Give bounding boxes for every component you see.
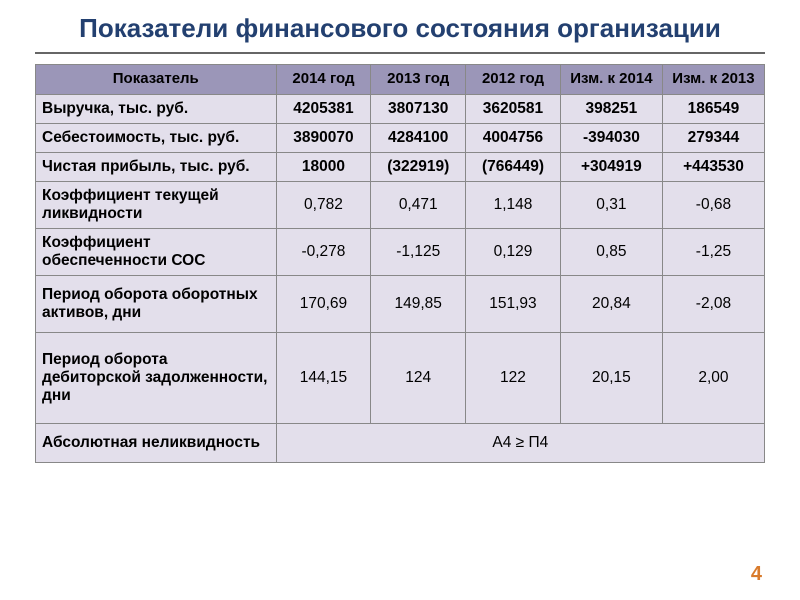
cell: 151,93: [466, 275, 561, 332]
cell: 3807130: [371, 94, 466, 123]
cell: 186549: [662, 94, 764, 123]
cell: 279344: [662, 123, 764, 152]
table-row: Коэффициент текущей ликвидности 0,782 0,…: [36, 181, 765, 228]
cell: -1,25: [662, 228, 764, 275]
cell: -2,08: [662, 275, 764, 332]
cell: -0,278: [276, 228, 371, 275]
cell: 20,84: [560, 275, 662, 332]
cell: 3890070: [276, 123, 371, 152]
cell: -1,125: [371, 228, 466, 275]
cell: 2,00: [662, 332, 764, 423]
col-2014: 2014 год: [276, 64, 371, 94]
row-label: Выручка, тыс. руб.: [36, 94, 277, 123]
row-label: Абсолютная неликвидность: [36, 423, 277, 462]
col-indicator: Показатель: [36, 64, 277, 94]
cell: 4205381: [276, 94, 371, 123]
table-row: Себестоимость, тыс. руб. 3890070 4284100…: [36, 123, 765, 152]
financial-table: Показатель 2014 год 2013 год 2012 год Из…: [35, 64, 765, 463]
table-row: Период оборота оборотных активов, дни 17…: [36, 275, 765, 332]
merged-cell: А4 ≥ П4: [276, 423, 764, 462]
cell: 0,31: [560, 181, 662, 228]
cell: 3620581: [466, 94, 561, 123]
row-label: Чистая прибыль, тыс. руб.: [36, 152, 277, 181]
table-row-final: Абсолютная неликвидность А4 ≥ П4: [36, 423, 765, 462]
cell: 4004756: [466, 123, 561, 152]
table-header-row: Показатель 2014 год 2013 год 2012 год Из…: [36, 64, 765, 94]
table-row: Период оборота дебиторской задолженности…: [36, 332, 765, 423]
col-2012: 2012 год: [466, 64, 561, 94]
cell: 149,85: [371, 275, 466, 332]
cell: -0,68: [662, 181, 764, 228]
cell: 0,129: [466, 228, 561, 275]
cell: 122: [466, 332, 561, 423]
cell: 0,85: [560, 228, 662, 275]
row-label: Коэффициент обеспеченности СОС: [36, 228, 277, 275]
cell: 170,69: [276, 275, 371, 332]
cell: 20,15: [560, 332, 662, 423]
cell: 398251: [560, 94, 662, 123]
table-row: Чистая прибыль, тыс. руб. 18000 (322919)…: [36, 152, 765, 181]
col-chg-2013: Изм. к 2013: [662, 64, 764, 94]
cell: -394030: [560, 123, 662, 152]
page-number: 4: [751, 563, 762, 586]
row-label: Период оборота дебиторской задолженности…: [36, 332, 277, 423]
page-title: Показатели финансового состояния организ…: [35, 14, 765, 44]
col-chg-2014: Изм. к 2014: [560, 64, 662, 94]
cell: 1,148: [466, 181, 561, 228]
cell: 4284100: [371, 123, 466, 152]
cell: (766449): [466, 152, 561, 181]
slide: Показатели финансового состояния организ…: [0, 0, 800, 600]
row-label: Период оборота оборотных активов, дни: [36, 275, 277, 332]
table-row: Выручка, тыс. руб. 4205381 3807130 36205…: [36, 94, 765, 123]
row-label: Коэффициент текущей ликвидности: [36, 181, 277, 228]
cell: 18000: [276, 152, 371, 181]
cell: 0,782: [276, 181, 371, 228]
cell: +304919: [560, 152, 662, 181]
row-label: Себестоимость, тыс. руб.: [36, 123, 277, 152]
cell: +443530: [662, 152, 764, 181]
cell: (322919): [371, 152, 466, 181]
col-2013: 2013 год: [371, 64, 466, 94]
cell: 144,15: [276, 332, 371, 423]
cell: 124: [371, 332, 466, 423]
cell: 0,471: [371, 181, 466, 228]
table-row: Коэффициент обеспеченности СОС -0,278 -1…: [36, 228, 765, 275]
title-underline: [35, 52, 765, 54]
